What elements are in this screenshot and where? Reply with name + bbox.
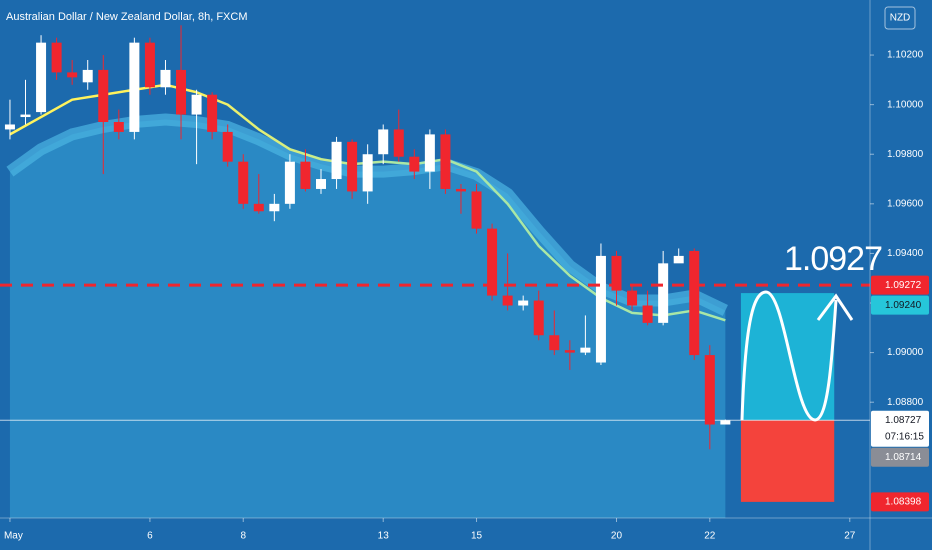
candle-body bbox=[207, 94, 218, 132]
candle-body bbox=[502, 295, 513, 306]
x-tick-label: 15 bbox=[471, 531, 483, 542]
candle-body bbox=[518, 300, 529, 306]
candle-body bbox=[300, 161, 311, 189]
x-tick-label: 6 bbox=[147, 531, 153, 542]
candle-body bbox=[595, 255, 606, 363]
candle-body bbox=[82, 69, 93, 83]
candle-body bbox=[362, 154, 373, 192]
candle-body bbox=[238, 161, 249, 204]
candle-body bbox=[4, 124, 15, 130]
candle-body bbox=[347, 141, 358, 192]
candle-body bbox=[580, 347, 591, 353]
candle-body bbox=[253, 203, 264, 212]
price-tag-label: 1.08398 bbox=[885, 497, 922, 508]
price-tag-label: 1.09272 bbox=[885, 280, 922, 291]
candle-body bbox=[316, 179, 327, 189]
x-tick-label: 22 bbox=[704, 531, 716, 542]
candle-body bbox=[720, 420, 731, 425]
y-tick-label: 1.10200 bbox=[887, 50, 924, 61]
price-tag bbox=[871, 275, 929, 295]
target-zone bbox=[740, 293, 835, 421]
candle-body bbox=[67, 72, 78, 78]
axes: 1.10200 1.10000 1.09800 1.09600 1.09400 1.092… bbox=[4, 50, 924, 542]
x-tick-label: 13 bbox=[378, 531, 390, 542]
plot-area: 1.0927 bbox=[0, 25, 883, 519]
y-tick-label: 1.09800 bbox=[887, 149, 924, 160]
candle-body bbox=[160, 69, 171, 88]
candle-body bbox=[144, 42, 155, 88]
candle-body bbox=[176, 69, 187, 115]
candle-body bbox=[129, 42, 140, 132]
x-tick-label: 8 bbox=[240, 531, 246, 542]
candle-body bbox=[487, 228, 498, 296]
candle-body bbox=[455, 188, 466, 192]
wave-arrow bbox=[740, 290, 838, 422]
candle-body bbox=[440, 134, 451, 189]
price-tag bbox=[871, 410, 929, 447]
cloud-area bbox=[9, 119, 726, 519]
candle-body bbox=[533, 300, 544, 336]
candle-body bbox=[331, 141, 342, 180]
candle-body bbox=[51, 42, 62, 73]
candle-body bbox=[20, 114, 31, 118]
candle-body bbox=[409, 156, 420, 172]
candle-body bbox=[627, 290, 638, 306]
candle-body bbox=[658, 263, 669, 323]
x-tick-label: 27 bbox=[844, 531, 856, 542]
price-tag bbox=[871, 492, 929, 512]
candle-body bbox=[378, 129, 389, 155]
candle-body bbox=[549, 335, 560, 351]
candle-body bbox=[471, 191, 482, 229]
currency-box[interactable] bbox=[884, 6, 916, 30]
price-tag-label: 1.08727 bbox=[885, 415, 922, 426]
candle-body bbox=[642, 305, 653, 323]
y-tick-label: 1.09600 bbox=[887, 198, 924, 209]
price-tag-time: 07:16:15 bbox=[885, 431, 924, 442]
stop-zone bbox=[740, 420, 835, 502]
y-tick-label: 1.10000 bbox=[887, 99, 924, 110]
y-tick-label: 1.09400 bbox=[887, 248, 924, 259]
price-tag bbox=[871, 447, 929, 467]
candle-body bbox=[36, 42, 47, 113]
currency-label[interactable]: NZD bbox=[890, 13, 911, 24]
arrow-head bbox=[816, 293, 854, 321]
chart-title: Australian Dollar / New Zealand Dollar, … bbox=[6, 11, 247, 23]
candle-body bbox=[611, 255, 622, 291]
candle-body bbox=[673, 255, 684, 264]
y-tick-label: 1.08800 bbox=[887, 397, 924, 408]
price-tags: 1.09272 1.09240 1.08727 07:16:15 1.08714 1.08… bbox=[871, 275, 929, 512]
candle-body bbox=[113, 121, 124, 132]
x-tick-label: 20 bbox=[611, 531, 623, 542]
level-label: 1.0927 bbox=[784, 240, 882, 278]
candle-body bbox=[424, 134, 435, 172]
y-tick-label: 1.09000 bbox=[887, 347, 924, 358]
candle-body bbox=[191, 94, 202, 115]
candle-body bbox=[393, 129, 404, 157]
candle-body bbox=[564, 350, 575, 353]
candle-body bbox=[269, 203, 280, 212]
candle-body bbox=[98, 69, 109, 122]
candle-body bbox=[222, 131, 233, 162]
candle-body bbox=[284, 161, 295, 204]
price-tag-label: 1.08714 bbox=[885, 452, 922, 463]
candle-body bbox=[704, 355, 715, 425]
x-tick-label: May bbox=[4, 531, 23, 542]
candle-body bbox=[689, 250, 700, 356]
price-tag bbox=[871, 295, 929, 315]
price-tag-label: 1.09240 bbox=[885, 300, 922, 311]
